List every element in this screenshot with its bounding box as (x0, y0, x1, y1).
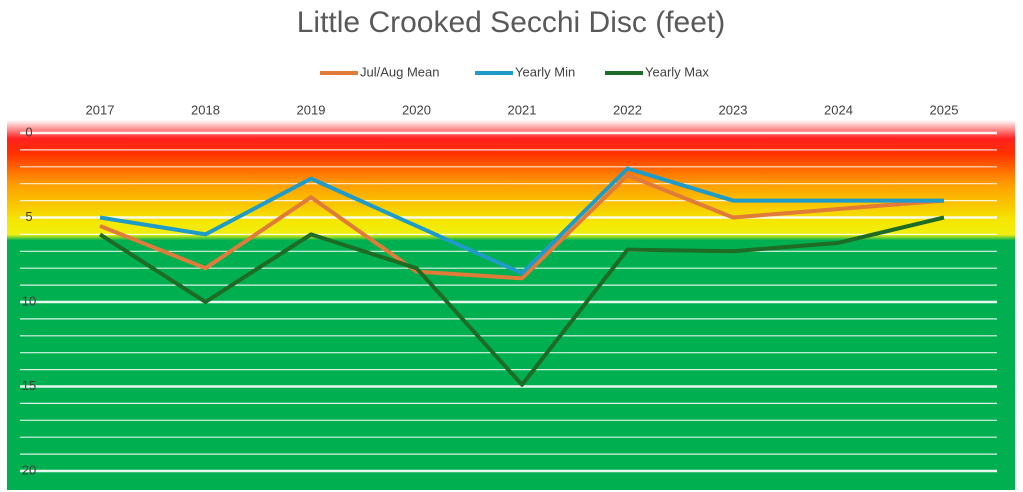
series-line (99, 173, 945, 281)
y-tick-label: 10 (22, 293, 36, 308)
x-tick-label: 2022 (613, 102, 642, 117)
series-line (98, 215, 945, 387)
x-tick-label: 2019 (297, 102, 326, 117)
x-tick-label: 2021 (508, 102, 537, 117)
legend-label: Yearly Min (515, 64, 575, 79)
chart-title: Little Crooked Secchi Disc (feet) (297, 6, 726, 39)
y-tick-label: 15 (22, 378, 36, 393)
y-tick-label: 20 (22, 462, 36, 477)
x-tick-label: 2017 (86, 102, 115, 117)
plot-background (7, 120, 1015, 490)
legend-label: Yearly Max (645, 64, 709, 79)
series-line (99, 166, 944, 276)
y-tick-label: 0 (25, 124, 32, 139)
x-tick-label: 2024 (824, 102, 853, 117)
x-tick-label: 2025 (930, 102, 959, 117)
x-tick-label: 2020 (402, 102, 431, 117)
x-tick-label: 2018 (191, 102, 220, 117)
x-tick-label: 2023 (719, 102, 748, 117)
y-tick-label: 5 (25, 209, 32, 224)
legend-label: Jul/Aug Mean (360, 64, 440, 79)
